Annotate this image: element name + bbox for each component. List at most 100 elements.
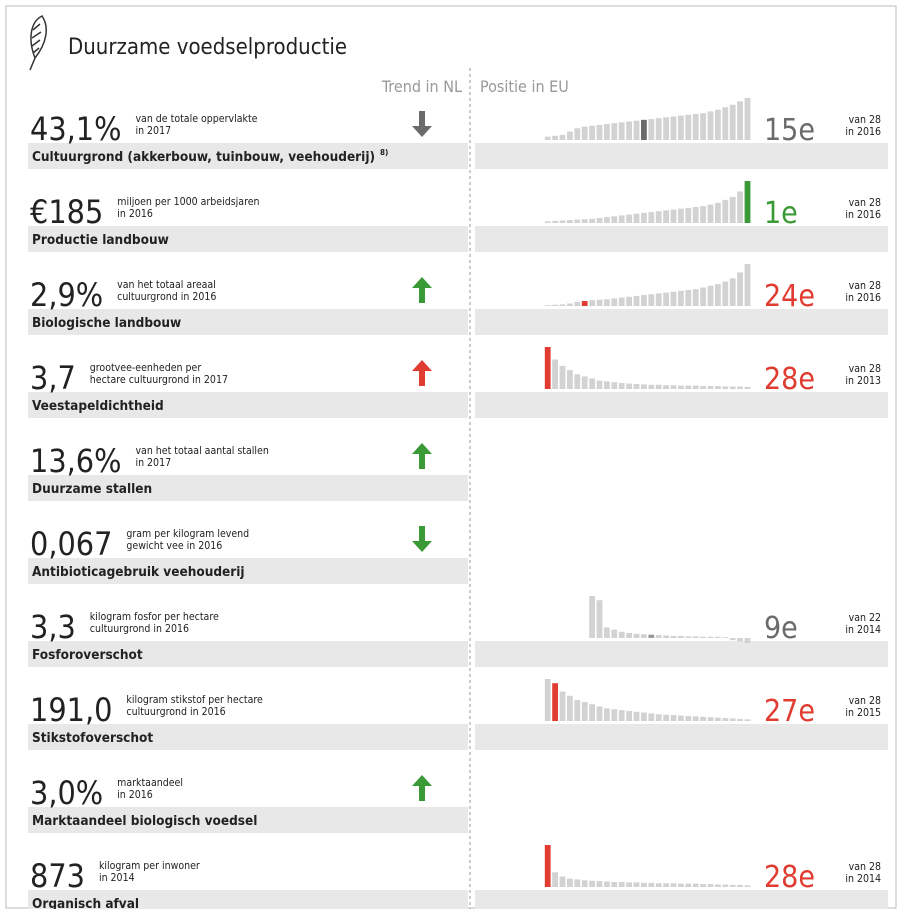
row-label: Cultuurgrond (akkerbouw, tuinbouw, veeho… [32, 149, 375, 165]
eu-bar [663, 385, 669, 389]
eu-bar [626, 710, 632, 721]
eu-bar [581, 880, 588, 887]
eu-bar [678, 385, 684, 389]
eu-bar [611, 629, 618, 638]
eu-bar [596, 299, 603, 306]
eu-bar [641, 212, 647, 223]
eu-bar [670, 291, 677, 306]
eu-bar [715, 109, 721, 140]
value: €185 [30, 193, 103, 231]
eu-bar [567, 303, 573, 306]
eu-bar [744, 98, 751, 140]
row-label: Veestapeldichtheid [32, 398, 164, 414]
eu-bar [737, 884, 743, 887]
eu-bar [589, 300, 595, 306]
eu-bar [611, 298, 618, 306]
eu-bar [626, 296, 632, 306]
eu-year: in 2016 [845, 292, 881, 304]
eu-bar [722, 281, 729, 306]
eu-bar [589, 880, 595, 887]
eu-year: in 2015 [845, 707, 881, 719]
eu-bar [685, 207, 692, 223]
trend-arrow [412, 360, 432, 386]
eu-bar [574, 219, 581, 223]
eu-bar [596, 600, 603, 638]
unit-text: in 2014 [99, 872, 135, 884]
eu-bar [596, 881, 603, 887]
eu-bar [626, 632, 632, 638]
eu-bar [692, 385, 699, 389]
eu-bar [618, 881, 625, 887]
eu-bar [596, 124, 603, 140]
eu-bar [544, 845, 551, 887]
eu-bar [700, 636, 706, 638]
eu-year: in 2014 [845, 873, 881, 885]
eu-bar [707, 717, 714, 721]
eu-bar [700, 386, 706, 389]
eu-bar [559, 304, 566, 306]
eu-bar [707, 636, 714, 638]
unit-text: marktaandeel [117, 777, 183, 789]
trend-arrow [412, 277, 432, 303]
footnote: 8) [380, 148, 388, 157]
eu-bar [685, 715, 692, 721]
eu-bar [692, 289, 699, 306]
eu-rank: 1e [764, 196, 798, 231]
eu-bar [744, 264, 751, 306]
eu-bar [618, 122, 625, 140]
eu-bar [737, 638, 743, 642]
eu-bar [641, 634, 647, 638]
eu-rank: 15e [764, 113, 815, 148]
eu-bar [604, 299, 610, 306]
eu-bar [707, 111, 714, 140]
eu-bar [707, 285, 714, 306]
eu-bar [604, 881, 610, 887]
eu-rank: 9e [764, 611, 798, 646]
eu-bar [692, 883, 699, 887]
eu-bar [722, 107, 729, 140]
eu-bar [544, 679, 551, 721]
value: 43,1% [30, 110, 121, 148]
eu-bar [670, 883, 677, 887]
eu-bar [707, 884, 714, 887]
eu-bar [707, 204, 714, 223]
eu-bar [552, 220, 558, 223]
eu-bar [722, 637, 729, 638]
eu-bar [670, 635, 677, 638]
eu-bar [633, 295, 640, 306]
eu-bar [744, 386, 751, 389]
eu-bar [670, 116, 677, 140]
eu-bar [648, 384, 655, 389]
trend-arrow [412, 775, 432, 801]
eu-bar [655, 635, 662, 638]
eu-bar [567, 695, 573, 721]
eu-bar [722, 884, 729, 887]
eu-band [475, 890, 888, 909]
eu-bar [700, 287, 706, 306]
title: Duurzame voedselproductie [68, 35, 347, 60]
eu-bar [596, 380, 603, 389]
eu-bar [552, 683, 558, 721]
unit-text: van het totaal areaal [117, 279, 216, 291]
eu-bar [655, 883, 662, 887]
trend-header: Trend in NL [381, 77, 462, 96]
eu-bar [618, 215, 625, 223]
unit-text: cultuurgrond in 2016 [126, 706, 225, 718]
eu-band [475, 309, 888, 335]
eu-year: in 2016 [845, 126, 881, 138]
eu-bar [633, 882, 640, 887]
eu-bar [552, 304, 558, 306]
eu-year: in 2016 [845, 209, 881, 221]
eu-of: van 28 [849, 695, 881, 707]
eu-bar [611, 881, 618, 887]
eu-bar [670, 715, 677, 721]
eu-bar [559, 691, 566, 721]
eu-bar [641, 384, 647, 389]
eu-bar [722, 386, 729, 389]
eu-bar [567, 131, 573, 140]
eu-rank: 24e [764, 279, 815, 314]
eu-bar [611, 123, 618, 140]
eu-bar [722, 199, 729, 223]
unit-text: in 2017 [135, 457, 171, 469]
eu-bar [641, 712, 647, 721]
